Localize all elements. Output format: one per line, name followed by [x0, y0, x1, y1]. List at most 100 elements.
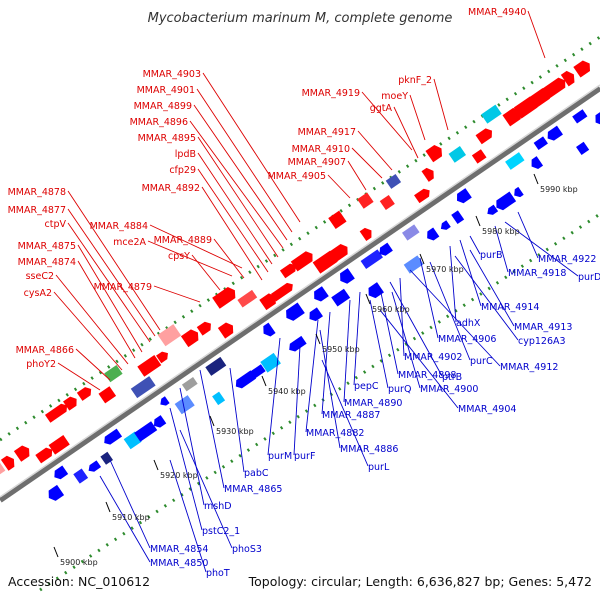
forward-gene: [212, 286, 236, 309]
reverse-gene-label: MMAR_4854: [150, 544, 208, 555]
forward-gene: [414, 188, 430, 204]
reverse-label-leader: [469, 235, 481, 255]
reverse-gene-label: purL: [368, 462, 390, 473]
reverse-label-leader: [179, 387, 205, 506]
reverse-gene-label: adhX: [456, 318, 481, 329]
kbp-tick: [533, 173, 539, 185]
forward-gene-label: MMAR_4866: [16, 345, 74, 356]
forward-gene-label: MMAR_4878: [8, 187, 66, 198]
reverse-gene-label: pstC2_1: [202, 526, 240, 537]
reverse-gene: [505, 152, 525, 170]
reverse-gene-label: MMAR_4918: [508, 268, 566, 279]
forward-gene-label: MMAR_4910: [292, 144, 350, 155]
reverse-gene-label: MMAR_4886: [340, 444, 398, 455]
reverse-label-leader: [353, 291, 361, 386]
kbp-marker-label: 5970 kbp: [426, 265, 464, 274]
reverse-gene: [576, 141, 590, 156]
reverse-gene-label: MMAR_4902: [404, 352, 462, 363]
forward-gene: [237, 289, 258, 308]
reverse-gene: [235, 370, 257, 389]
forward-label-leader: [53, 291, 123, 371]
reverse-gene: [340, 268, 355, 284]
forward-label-leader: [75, 348, 111, 381]
reverse-label-leader: [449, 245, 457, 323]
forward-gene: [137, 355, 162, 377]
kbp-marker-label: 5940 kbp: [268, 387, 306, 396]
reverse-gene: [48, 484, 65, 501]
reverse-gene: [314, 286, 329, 302]
kbp-marker-label: 5910 kbp: [112, 513, 150, 522]
forward-label-leader: [197, 136, 279, 258]
forward-gene: [76, 387, 92, 401]
reverse-label-leader: [419, 257, 439, 339]
reverse-gene-label: purD: [578, 272, 600, 283]
kbp-tick: [315, 333, 321, 345]
reverse-label-leader: [179, 429, 233, 549]
forward-gene: [104, 364, 123, 383]
forward-label-leader: [149, 224, 243, 269]
reverse-gene: [289, 335, 307, 352]
label-leaders: [53, 10, 579, 573]
forward-gene: [279, 263, 296, 279]
forward-gene: [290, 251, 313, 272]
forward-gene-label: MMAR_4940: [468, 7, 526, 18]
kbp-tick: [365, 293, 371, 305]
reverse-gene: [595, 110, 600, 126]
forward-label-leader: [197, 152, 273, 265]
forward-gene: [130, 376, 156, 399]
accession-text: Accession: NC_010612: [8, 574, 150, 589]
forward-gene: [573, 60, 590, 78]
forward-gene: [471, 149, 487, 164]
reverse-label-leader: [293, 345, 301, 456]
reverse-gene-label: MMAR_4882: [306, 428, 364, 439]
reverse-gene-label: MMAR_4912: [500, 362, 558, 373]
reverse-gene: [440, 220, 451, 230]
forward-label-leader: [196, 88, 293, 233]
reverse-gene: [514, 186, 524, 198]
forward-label-leader: [351, 147, 383, 179]
forward-gene: [0, 455, 15, 471]
forward-label-leader: [393, 106, 419, 159]
kbp-marker-label: 5960 kbp: [372, 305, 410, 314]
forward-gene-label: mce2A: [113, 237, 146, 248]
forward-label-leader: [153, 285, 201, 303]
reverse-gene: [54, 465, 69, 480]
kbp-marker-label: 5990 kbp: [540, 185, 578, 194]
forward-label-leader: [197, 168, 269, 273]
reverse-gene: [104, 428, 123, 445]
reverse-gene-label: purC: [470, 356, 493, 367]
reverse-label-leader: [109, 459, 151, 549]
reverse-label-leader: [429, 261, 471, 361]
reverse-gene: [457, 188, 472, 204]
forward-label-leader: [213, 238, 245, 279]
forward-gene: [379, 194, 395, 211]
reverse-gene: [309, 307, 323, 322]
forward-gene: [259, 293, 276, 311]
forward-track-dots: [0, 35, 600, 442]
forward-gene-label: ggtA: [370, 103, 393, 114]
reverse-label-leader: [169, 407, 203, 531]
reverse-label-leader: [494, 225, 509, 273]
genome-backbone: [0, 85, 600, 503]
kbp-marker-label: 5980 kbp: [482, 227, 520, 236]
reverse-label-leader: [369, 299, 389, 389]
reverse-gene-label: phoT: [206, 568, 230, 579]
forward-gene-label: cpsY: [168, 251, 190, 262]
forward-gene-label: lpdB: [175, 149, 196, 160]
forward-gene: [560, 70, 575, 87]
reverse-gene: [451, 210, 465, 225]
genome-summary-text: Topology: circular; Length: 6,636,827 bp…: [248, 574, 592, 589]
forward-gene: [502, 107, 521, 127]
forward-gene-label: MMAR_4901: [137, 85, 195, 96]
reverse-gene: [403, 255, 424, 274]
forward-gene: [448, 146, 467, 163]
forward-gene-label: MMAR_4903: [143, 69, 201, 80]
kbp-marker-label: 5920 kbp: [160, 471, 198, 480]
forward-gene: [328, 210, 347, 229]
forward-gene: [98, 386, 117, 404]
reverse-label-leader: [305, 319, 319, 433]
forward-gene: [35, 447, 53, 464]
reverse-label-leader: [343, 299, 351, 403]
forward-label-leader: [347, 160, 367, 191]
forward-gene: [421, 167, 434, 182]
